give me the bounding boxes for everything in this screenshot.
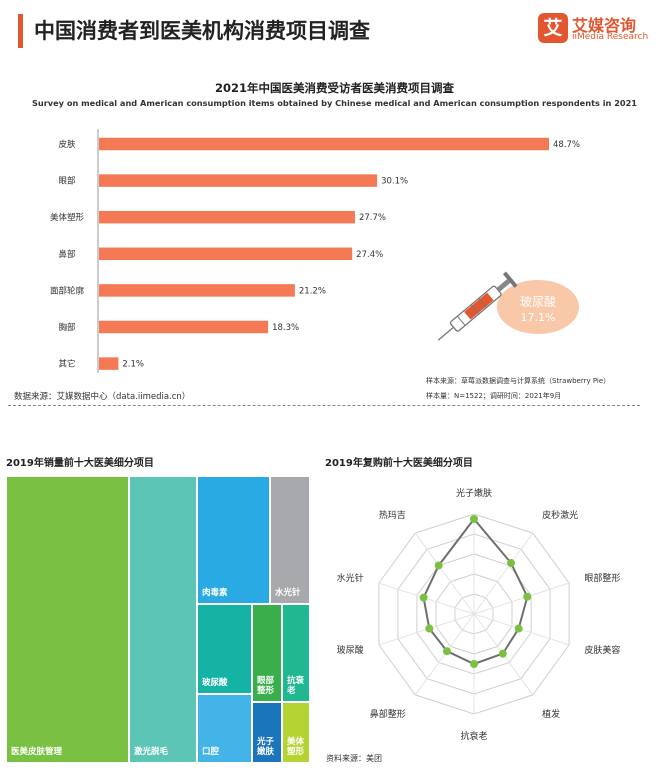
- radar-axis-label: 玻尿酸: [337, 644, 364, 656]
- page-title: 中国消费者到医美机构消费项目调查: [34, 19, 370, 43]
- radar-source-note: 资料来源：美团: [326, 754, 382, 763]
- section-divider: [8, 405, 640, 406]
- logo-name: 艾媒咨询: [572, 16, 637, 35]
- category-label: 面部轮廓: [50, 285, 85, 296]
- treemap-label: 眼部整形: [257, 675, 275, 697]
- category-label: 皮肤: [58, 139, 76, 150]
- treemap-cell: 抗衰老: [282, 604, 310, 702]
- treemap-label: 医美皮肤管理: [11, 747, 63, 758]
- radar-point: [434, 561, 443, 570]
- value-label: 48.7%: [553, 140, 580, 150]
- treemap-label: 光子嫩肤: [257, 736, 275, 758]
- hyaluronic-acid-callout: 玻尿酸 17.1%: [437, 271, 579, 341]
- bar-chart: 皮肤 48.7% 眼部 30.1% 美体塑形 27.7% 鼻部 27.4% 面部轮廓 21.2% 胸…: [50, 129, 580, 373]
- value-label: 27.4%: [356, 250, 383, 260]
- treemap-cell: 医美皮肤管理: [6, 476, 129, 763]
- radar-axis-label: 鼻部整形: [370, 708, 406, 720]
- treemap-label: 肉毒素: [202, 588, 228, 599]
- value-label: 30.1%: [381, 177, 408, 187]
- bar: [99, 357, 119, 370]
- treemap-cell: 玻尿酸: [197, 604, 252, 694]
- treemap-cell: 美体塑形: [282, 702, 310, 763]
- treemap-cell: 眼部整形: [252, 604, 282, 702]
- data-source-note: 数据来源：艾媒数据中心（data.iimedia.cn）: [14, 392, 191, 402]
- treemap-label: 美体塑形: [287, 736, 305, 758]
- treemap-cell: 水光针: [270, 476, 310, 604]
- radar-axis-label: 热玛吉: [379, 509, 406, 521]
- radar-spoke: [414, 532, 475, 615]
- category-label: 鼻部: [58, 249, 76, 260]
- radar-spoke: [473, 582, 570, 615]
- radar-spoke: [414, 613, 475, 696]
- radar-series-line: [422, 517, 529, 666]
- radar-axis-label: 水光针: [337, 572, 364, 584]
- treemap-cell: 光子嫩肤: [252, 702, 282, 763]
- category-label: 胸部: [58, 322, 76, 333]
- bar: [99, 137, 549, 151]
- radar-point: [470, 660, 478, 668]
- logo-english-name: iiMedia Research: [572, 32, 649, 42]
- category-label: 其它: [58, 359, 75, 370]
- radar-point: [507, 559, 516, 568]
- radar-spoke: [473, 532, 534, 615]
- bar: [99, 210, 355, 224]
- radar-point: [425, 624, 434, 633]
- treemap-label: 激光脱毛: [134, 747, 169, 758]
- value-label: 18.3%: [272, 323, 299, 333]
- treemap-cell: 口腔: [197, 694, 252, 763]
- treemap-label: 口腔: [202, 747, 220, 758]
- radar-axis-label: 抗衰老: [460, 730, 487, 742]
- radar-point: [523, 592, 532, 601]
- radar-point: [470, 515, 478, 523]
- radar-axis-label: 植发: [542, 708, 560, 720]
- treemap-cell: 肉毒素: [197, 476, 270, 604]
- title-accent-bar: [18, 14, 23, 48]
- bar: [99, 247, 353, 261]
- syringe-icon: [437, 271, 518, 341]
- category-label: 眼部: [58, 176, 76, 187]
- callout-value: 17.1%: [521, 311, 556, 324]
- category-label: 美体塑形: [50, 212, 85, 223]
- bar: [99, 320, 269, 334]
- treemap-cell: 激光脱毛: [129, 476, 197, 763]
- radar-point: [498, 649, 507, 658]
- radar-axis-label: 皮秒激光: [542, 509, 578, 521]
- radar-title: 2019年复购前十大医美细分项目: [325, 458, 473, 469]
- callout-bubble: [497, 280, 579, 334]
- radar-axis-label: 皮肤美容: [584, 644, 620, 656]
- treemap-chart: 医美皮肤管理 激光脱毛 肉毒素 水光针玻尿酸 眼部整形 抗衰老口腔 光子嫩肤 美体塑形: [6, 476, 310, 763]
- radar-point: [442, 647, 451, 656]
- value-label: 21.2%: [299, 286, 326, 296]
- bar: [99, 284, 295, 297]
- callout-label: 玻尿酸: [520, 294, 556, 309]
- value-label: 27.7%: [359, 213, 386, 223]
- bar-chart-title: 2021年中国医美消费受访者医美消费项目调查: [214, 81, 454, 95]
- treemap-title: 2019年销量前十大医美细分项目: [6, 458, 154, 469]
- sample-size-note: 样本量：N=1522；调研时间：2021年9月: [426, 392, 562, 400]
- bar: [99, 174, 378, 187]
- radar-point: [514, 624, 523, 633]
- logo-icon: 艾: [538, 13, 568, 43]
- treemap-label: 水光针: [275, 588, 301, 599]
- radar-axis-label: 光子嫩肤: [456, 487, 492, 499]
- radar-axis-label: 眼部整形: [584, 572, 620, 584]
- treemap-label: 玻尿酸: [202, 678, 228, 689]
- sample-source-note: 样本来源：草莓派数据调查与计算系统（Strawberry Pie）: [426, 377, 611, 385]
- treemap-label: 抗衰老: [287, 675, 305, 697]
- radar-point: [419, 593, 428, 602]
- bar-chart-subtitle: Survey on medical and American consumpti…: [32, 98, 637, 108]
- value-label: 2.1%: [122, 360, 144, 370]
